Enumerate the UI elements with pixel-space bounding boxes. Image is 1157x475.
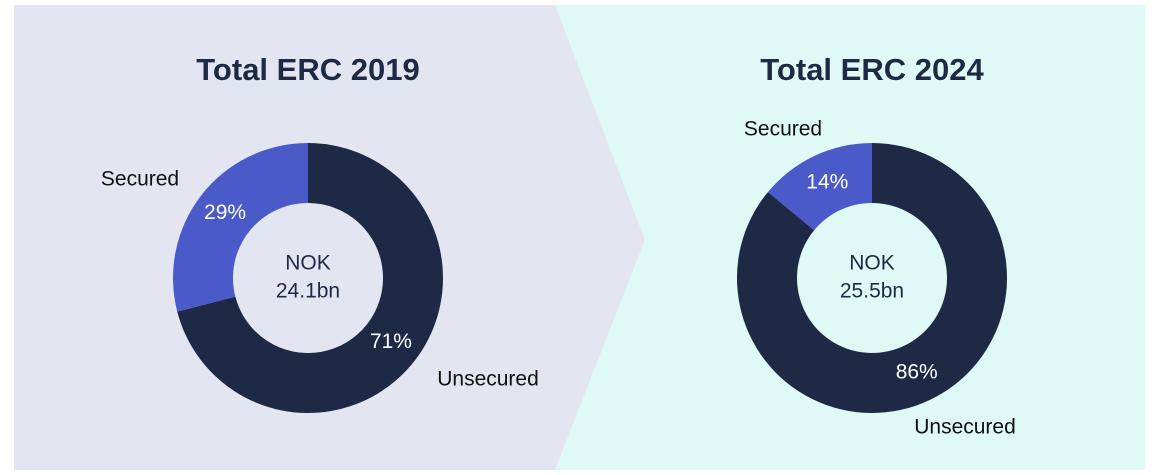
donut-slice	[767, 143, 872, 231]
center-label: NOK	[285, 252, 331, 275]
category-label: Unsecured	[437, 368, 539, 391]
category-label: Secured	[101, 168, 179, 191]
donut-slice	[177, 143, 443, 414]
category-label: Unsecured	[914, 416, 1016, 439]
category-label: Secured	[744, 118, 822, 141]
center-label: 25.5bn	[840, 280, 904, 303]
value-label: 71%	[370, 330, 412, 353]
center-label: NOK	[849, 252, 895, 275]
chart-title: Total ERC 2024	[760, 52, 984, 87]
value-label: 86%	[896, 361, 938, 384]
donut-slice	[737, 143, 1007, 413]
center-label: 24.1bn	[276, 280, 340, 303]
chart-title: Total ERC 2019	[196, 52, 419, 87]
value-label: 14%	[806, 171, 848, 194]
left-panel-arrow	[14, 5, 645, 470]
donut-slice	[173, 143, 308, 312]
value-label: 29%	[204, 201, 246, 224]
